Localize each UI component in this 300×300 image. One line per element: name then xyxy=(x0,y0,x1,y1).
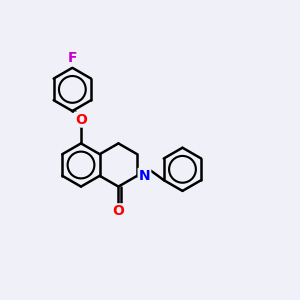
Text: N: N xyxy=(139,169,150,183)
Text: F: F xyxy=(68,51,77,65)
Text: O: O xyxy=(112,204,124,218)
Text: O: O xyxy=(75,112,87,127)
